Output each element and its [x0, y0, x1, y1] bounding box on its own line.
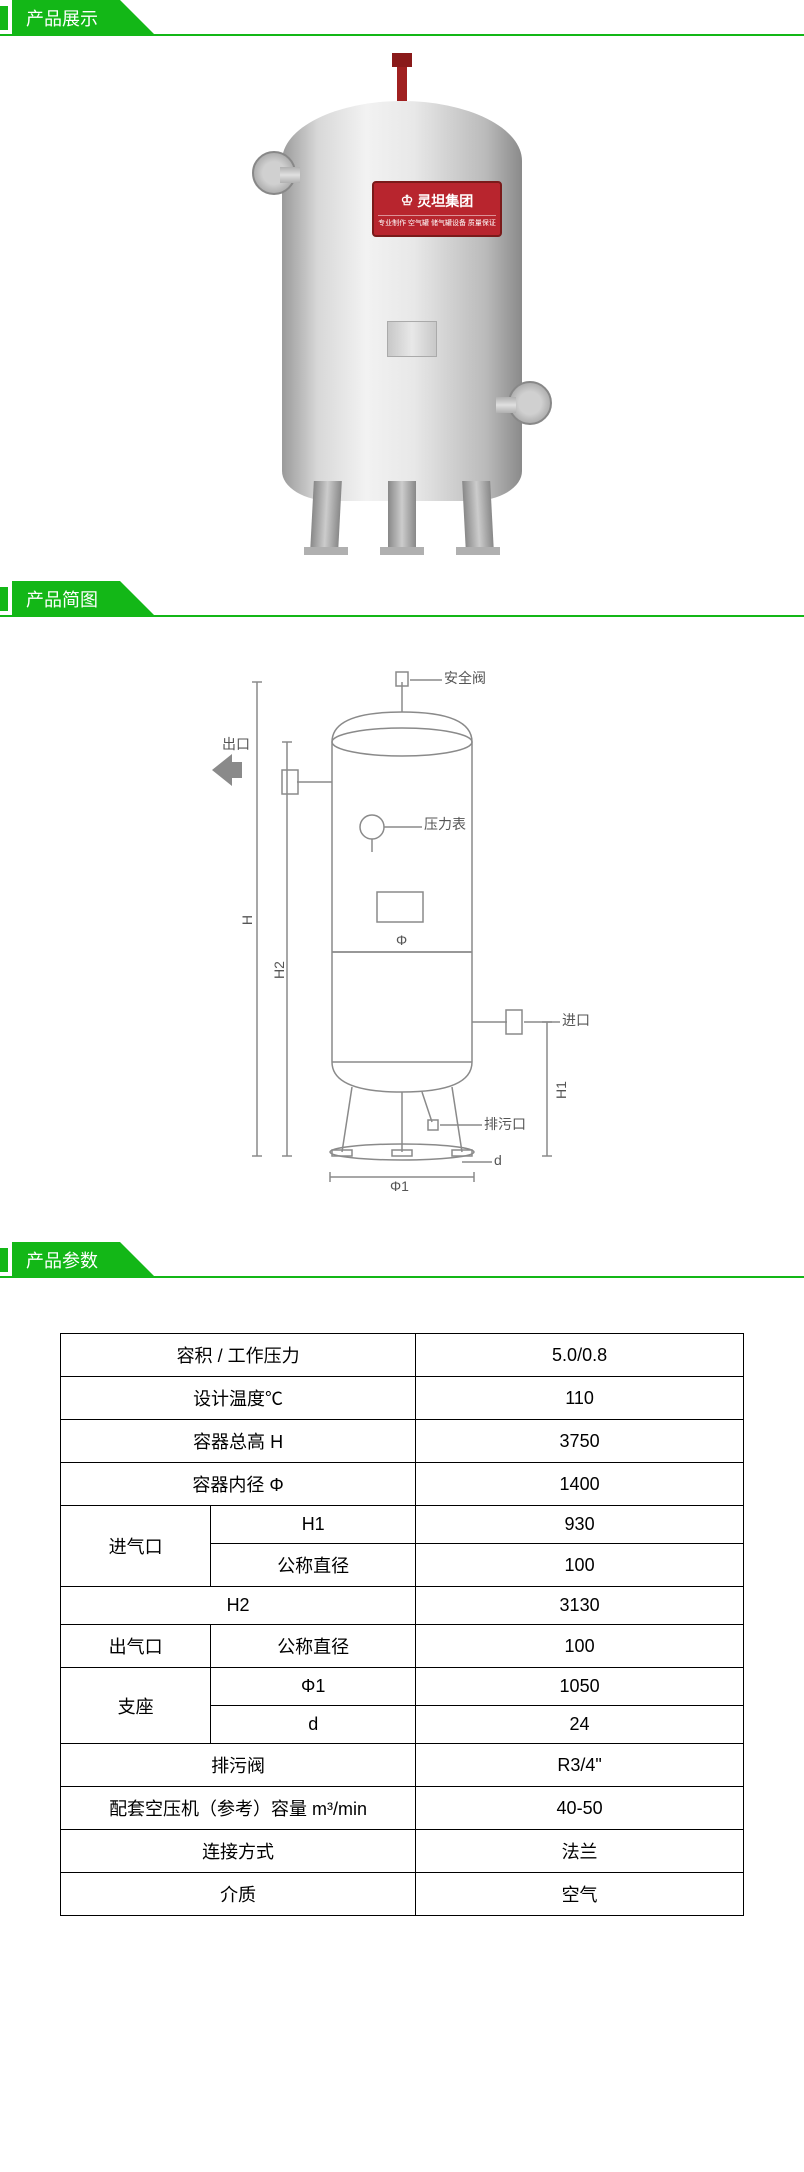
table-label: 连接方式 [61, 1830, 416, 1873]
table-row: 支座Φ11050 [61, 1668, 744, 1706]
tank-leg [388, 481, 416, 551]
tank-flange-left [252, 151, 296, 195]
table-sublabel: d [211, 1706, 416, 1744]
section-title-display: 产品展示 [12, 0, 120, 36]
table-value: 110 [416, 1377, 744, 1420]
tank-foot [456, 547, 500, 555]
table-label: 进气口 [61, 1506, 211, 1587]
label-pressure-gauge: 压力表 [424, 814, 466, 834]
section-header-params: 产品参数 [0, 1242, 804, 1278]
header-bar [0, 1248, 8, 1272]
label-inlet: 进口 [562, 1010, 590, 1030]
tank-leg [310, 481, 342, 551]
label-phi1: Φ1 [390, 1178, 409, 1194]
table-sublabel: H1 [211, 1506, 416, 1544]
table-value: 法兰 [416, 1830, 744, 1873]
table-value: 100 [416, 1625, 744, 1668]
header-bar [0, 587, 8, 611]
nameplate-subtitle: 专业制作 空气罐 储气罐设备 质量保证 [378, 215, 496, 228]
table-label: 介质 [61, 1873, 416, 1916]
table-row: 连接方式法兰 [61, 1830, 744, 1873]
diagram-area: 安全阀 出口 压力表 进口 排污口 H H2 H1 Φ Φ1 d [0, 632, 804, 1242]
label-H: H [239, 915, 255, 925]
table-label: 容积 / 工作压力 [61, 1334, 416, 1377]
nameplate-brand: ♔ 灵坦集团 [401, 191, 474, 211]
table-value: R3/4" [416, 1744, 744, 1787]
section-title-params: 产品参数 [12, 1242, 120, 1278]
label-safety-valve: 安全阀 [444, 668, 486, 688]
table-row: 排污阀R3/4" [61, 1744, 744, 1787]
table-row: 配套空压机（参考）容量 m³/min40-50 [61, 1787, 744, 1830]
nameplate-brand-text: 灵坦集团 [417, 191, 473, 211]
table-value: 3750 [416, 1420, 744, 1463]
table-value: 40-50 [416, 1787, 744, 1830]
table-value: 空气 [416, 1873, 744, 1916]
tank-hatch [387, 321, 437, 357]
table-row: 设计温度℃110 [61, 1377, 744, 1420]
table-row: H23130 [61, 1587, 744, 1625]
table-label: 支座 [61, 1668, 211, 1744]
label-phi: Φ [396, 932, 407, 948]
section-header-diagram: 产品简图 [0, 581, 804, 617]
table-value: 3130 [416, 1587, 744, 1625]
table-label: 排污阀 [61, 1744, 416, 1787]
schematic-diagram: 安全阀 出口 压力表 进口 排污口 H H2 H1 Φ Φ1 d [162, 662, 642, 1202]
tank-foot [304, 547, 348, 555]
params-area: 容积 / 工作压力5.0/0.8设计温度℃110容器总高 H3750容器内径 Φ… [0, 1293, 804, 1976]
nameplate-logo-icon: ♔ [401, 192, 414, 209]
table-label: 配套空压机（参考）容量 m³/min [61, 1787, 416, 1830]
table-value: 1050 [416, 1668, 744, 1706]
table-value: 100 [416, 1544, 744, 1587]
table-row: 容积 / 工作压力5.0/0.8 [61, 1334, 744, 1377]
table-sublabel: 公称直径 [211, 1625, 416, 1668]
tank-foot [380, 547, 424, 555]
tank-leg [462, 481, 494, 551]
header-bar [0, 6, 8, 30]
section-title-diagram: 产品简图 [12, 581, 120, 617]
table-row: 介质空气 [61, 1873, 744, 1916]
table-value: 1400 [416, 1463, 744, 1506]
table-label: 出气口 [61, 1625, 211, 1668]
table-row: 容器总高 H3750 [61, 1420, 744, 1463]
tank-body [282, 101, 522, 501]
table-row: 进气口H1930 [61, 1506, 744, 1544]
table-label: 设计温度℃ [61, 1377, 416, 1420]
table-label: 容器总高 H [61, 1420, 416, 1463]
label-H1: H1 [553, 1081, 569, 1099]
params-table: 容积 / 工作压力5.0/0.8设计温度℃110容器总高 H3750容器内径 Φ… [60, 1333, 744, 1916]
label-drain: 排污口 [484, 1114, 526, 1134]
table-sublabel: Φ1 [211, 1668, 416, 1706]
tank-illustration: ♔ 灵坦集团 专业制作 空气罐 储气罐设备 质量保证 [282, 91, 522, 551]
table-row: 出气口公称直径100 [61, 1625, 744, 1668]
product-photo-area: ♔ 灵坦集团 专业制作 空气罐 储气罐设备 质量保证 [0, 51, 804, 581]
table-sublabel: 公称直径 [211, 1544, 416, 1587]
label-d: d [494, 1152, 502, 1168]
table-value: 5.0/0.8 [416, 1334, 744, 1377]
tank-flange-right [508, 381, 552, 425]
label-outlet: 出口 [222, 734, 250, 754]
table-label: H2 [61, 1587, 416, 1625]
table-label: 容器内径 Φ [61, 1463, 416, 1506]
table-row: 容器内径 Φ1400 [61, 1463, 744, 1506]
tank-nameplate: ♔ 灵坦集团 专业制作 空气罐 储气罐设备 质量保证 [372, 181, 502, 237]
section-header-display: 产品展示 [0, 0, 804, 36]
table-value: 24 [416, 1706, 744, 1744]
table-value: 930 [416, 1506, 744, 1544]
tank-valve [397, 61, 407, 101]
label-H2: H2 [271, 961, 287, 979]
